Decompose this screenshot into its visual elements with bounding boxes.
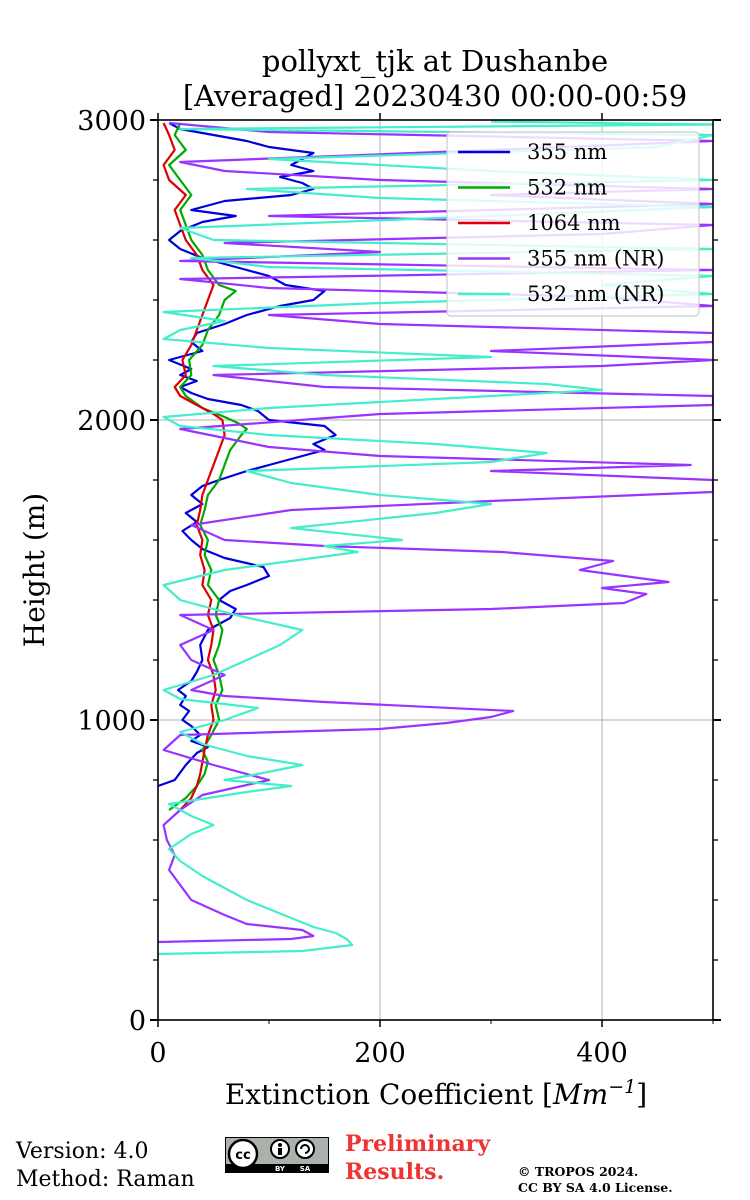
legend-box	[446, 131, 700, 317]
cc-text: cc	[235, 1148, 250, 1163]
legend-label: 532 nm (NR)	[527, 282, 664, 306]
legend-label: 355 nm	[527, 140, 607, 164]
y-tick-label: 0	[129, 1006, 146, 1037]
legend-label: 1064 nm	[527, 211, 621, 235]
series-line-532-nm	[168, 122, 248, 811]
series-line-355-nm	[158, 122, 337, 788]
copyright-line1: © TROPOS 2024.	[518, 1164, 639, 1179]
copyright-note: © TROPOS 2024. CC BY SA 4.0 License.	[518, 1164, 673, 1196]
legend-label: 355 nm (NR)	[527, 247, 664, 271]
chart-title-line2: [Averaged] 20230430 00:00-00:59	[183, 79, 687, 113]
legend-label: 532 nm	[527, 176, 607, 200]
ticks: 0 200 400 0 1000 2000 3000	[77, 106, 721, 1069]
sa-share-icon	[295, 1139, 315, 1159]
version-text: Version: 4.0	[16, 1139, 149, 1164]
preliminary-line1: Preliminary	[345, 1131, 491, 1157]
x-tick-label: 0	[149, 1038, 166, 1069]
copyright-line2: CC BY SA 4.0 License.	[518, 1180, 673, 1195]
cc-by-sa-license-icon: cc BY SA	[225, 1137, 329, 1173]
preliminary-results-note: Preliminary Results.	[345, 1130, 490, 1186]
x-tick-label: 400	[576, 1038, 628, 1069]
by-label: BY	[275, 1165, 286, 1173]
cc-circle	[227, 1138, 259, 1170]
sa-label: SA	[300, 1165, 311, 1173]
preliminary-line2: Results.	[345, 1159, 445, 1185]
y-tick-label: 1000	[77, 706, 146, 737]
x-tick-label: 200	[354, 1038, 406, 1069]
method-text: Method: Raman	[16, 1167, 195, 1192]
series-line-355-nm-nr-	[158, 121, 713, 944]
y-tick-label: 3000	[77, 106, 146, 137]
chart-title-line1: pollyxt_tjk at Dushanbe	[262, 44, 608, 79]
y-tick-label: 2000	[77, 406, 146, 437]
footer-info: Version: 4.0 Method: Raman	[16, 1138, 195, 1194]
plot-frame	[157, 119, 714, 1021]
x-axis-label: Extinction Coefficient [Mm−1]	[225, 1076, 647, 1111]
y-axis-label: Height (m)	[18, 493, 51, 647]
legend: 355 nm 532 nm 1064 nm 355 nm (NR) 532 nm (NR…	[446, 131, 700, 317]
